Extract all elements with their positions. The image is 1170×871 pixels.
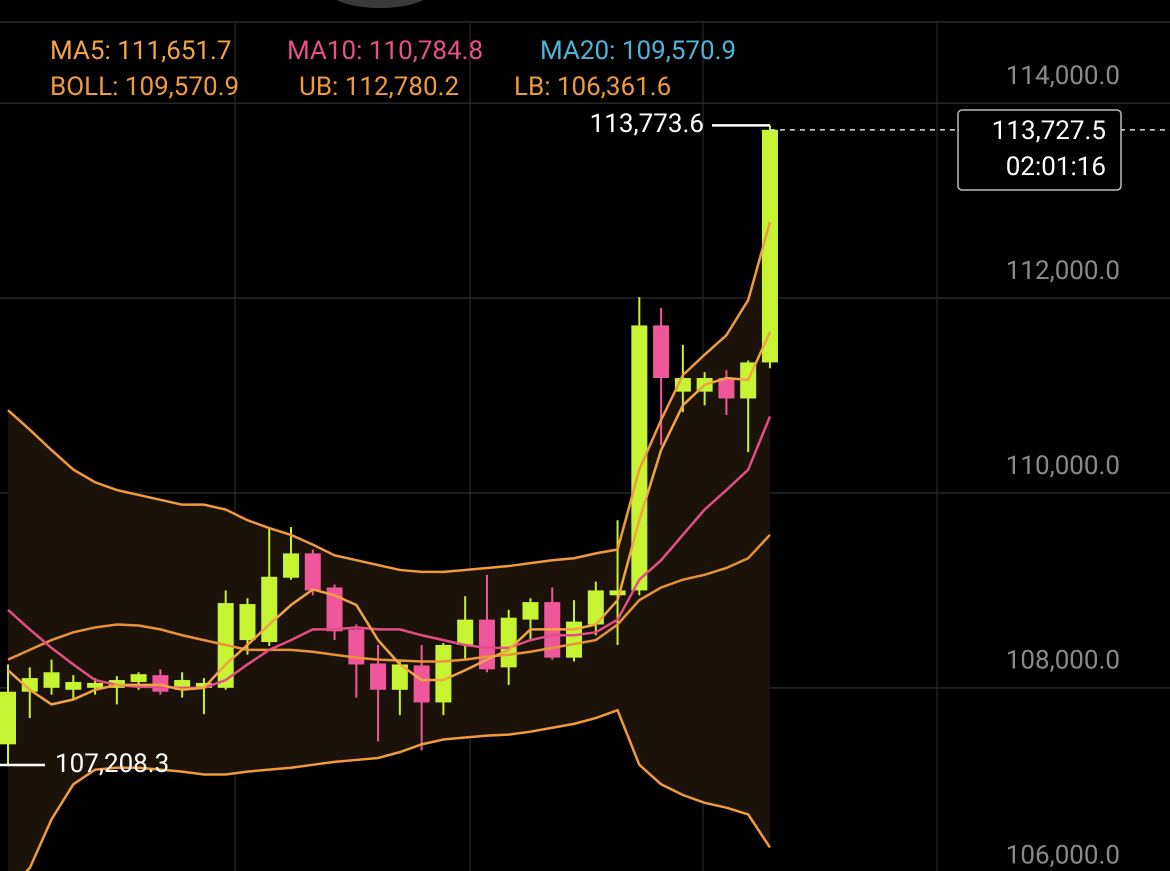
candle-body xyxy=(457,619,474,645)
candle-body xyxy=(587,590,604,625)
bollinger-band xyxy=(8,222,770,871)
legend-item: MA5: 111,651.7 xyxy=(50,36,232,66)
last-price-box xyxy=(957,109,1122,191)
low-marker-label: 107,208.3 xyxy=(55,749,169,779)
legend-item: BOLL: 109,570.9 xyxy=(50,72,239,102)
candle-body xyxy=(0,691,16,745)
candles xyxy=(0,125,778,765)
candle-body xyxy=(304,553,321,591)
y-tick-label: 112,000.0 xyxy=(1006,256,1120,286)
indicator-line xyxy=(7,221,772,574)
candle-body xyxy=(87,682,104,688)
candle-body xyxy=(174,680,191,690)
indicator-line xyxy=(7,416,772,690)
y-tick-label: 114,000.0 xyxy=(1006,61,1120,91)
candle-body xyxy=(239,604,256,641)
candle-body xyxy=(261,576,278,643)
candle-body xyxy=(21,678,38,692)
candle-body xyxy=(43,672,60,688)
high-marker-label: 113,773.6 xyxy=(590,109,704,139)
candle-body xyxy=(718,378,735,399)
indicator-line xyxy=(25,708,771,871)
indicator-line xyxy=(7,533,771,663)
candle-body xyxy=(435,644,452,703)
candle-body xyxy=(761,129,778,363)
candle-body xyxy=(500,617,517,668)
candle-body xyxy=(152,675,169,692)
legend-item: MA10: 110,784.8 xyxy=(287,36,483,66)
band-fill xyxy=(8,222,770,871)
labels: 114,000.0 112,000.0 110,000.0 108,000.0 106,… xyxy=(0,36,1170,871)
candle-body xyxy=(413,665,430,703)
candle-body xyxy=(391,664,408,690)
y-tick-label: 108,000.0 xyxy=(1006,646,1120,676)
candle-body xyxy=(130,674,147,682)
y-tick-label: 106,000.0 xyxy=(1006,841,1120,871)
candle-body xyxy=(326,587,343,632)
candle-body xyxy=(522,602,539,620)
candle-body xyxy=(609,590,626,596)
y-tick-label: 110,000.0 xyxy=(1006,451,1120,481)
candle-body xyxy=(653,325,670,379)
legend-item: MA20: 109,570.9 xyxy=(540,36,736,66)
candle-body xyxy=(370,663,387,690)
candle-body xyxy=(631,325,648,591)
candle-body xyxy=(195,682,212,688)
candle-body xyxy=(348,629,365,665)
camera-notch xyxy=(336,0,424,8)
candle-body xyxy=(65,681,82,690)
indicator-line xyxy=(7,331,772,706)
legend-item: LB: 106,361.6 xyxy=(514,72,671,102)
indicator-lines xyxy=(7,221,772,871)
last-price-label: 113,727.5 xyxy=(992,116,1106,146)
candle-body xyxy=(283,553,300,578)
legend-item: UB: 112,780.2 xyxy=(299,72,459,102)
countdown-label: 02:01:16 xyxy=(1006,152,1106,182)
